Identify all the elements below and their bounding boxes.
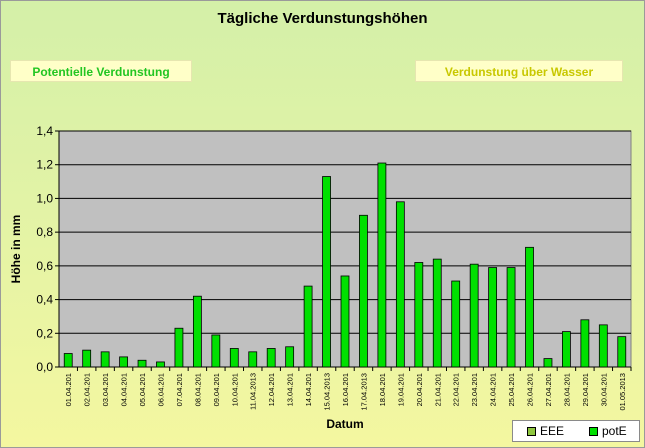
x-tick-label: 08.04.201: [193, 373, 202, 406]
bar: [266, 348, 276, 368]
y-tick-label: 1,0: [36, 191, 53, 205]
bar: [229, 348, 239, 368]
bar: [192, 295, 202, 368]
bar: [414, 262, 424, 368]
y-tick-label: 1,2: [36, 158, 53, 172]
x-tick-label: 05.04.201: [138, 373, 147, 406]
x-tick-label: 01.05.2013: [618, 373, 627, 411]
legend-item-pote: potE: [589, 424, 627, 438]
bar: [285, 346, 295, 368]
bar: [562, 331, 571, 368]
x-tick-label: 10.04.201: [230, 373, 239, 406]
bar: [100, 351, 110, 368]
x-tick-label: 24.04.201: [489, 373, 498, 406]
x-axis-label: Datum: [326, 417, 363, 431]
bar: [377, 162, 387, 368]
x-tick-label: 28.04.201: [562, 373, 571, 406]
x-tick-label: 01.04.201: [64, 373, 73, 406]
bar: [156, 361, 165, 368]
y-tick-label: 1,4: [36, 124, 53, 138]
bar: [303, 285, 313, 368]
legend: EEE potE: [512, 420, 640, 442]
bar: [488, 267, 498, 368]
x-tick-label: 11.04.2013: [249, 373, 258, 410]
y-tick-label: 0,6: [36, 259, 53, 273]
chart-title: Tägliche Verdunstungshöhen: [217, 10, 428, 27]
bar: [580, 319, 590, 368]
x-tick-label: 03.04.201: [101, 373, 110, 406]
x-tick-label: 16.04.201: [341, 373, 350, 406]
bar: [395, 201, 405, 368]
legend-item-eee: EEE: [527, 424, 564, 438]
bar: [82, 349, 92, 368]
bar: [63, 353, 73, 368]
bar: [506, 267, 516, 368]
x-tick-label: 18.04.201: [378, 373, 387, 406]
bar: [137, 359, 147, 368]
y-tick-label: 0,4: [36, 293, 53, 307]
x-tick-label: 27.04.201: [544, 373, 553, 406]
x-tick-label: 29.04.201: [581, 373, 590, 406]
x-tick-label: 04.04.201: [120, 373, 129, 406]
bar: [432, 258, 442, 368]
bar: [617, 336, 627, 368]
legend-label-pote: potE: [602, 424, 627, 438]
x-tick-label: 12.04.201: [267, 373, 276, 406]
bar: [525, 246, 534, 368]
y-axis-label: Höhe in mm: [9, 215, 23, 284]
x-tick-label: 22.04.201: [452, 373, 461, 406]
x-tick-label: 17.04.2013: [359, 373, 368, 411]
x-tick-label: 21.04.201: [433, 373, 442, 406]
x-tick-label: 25.04.201: [507, 373, 516, 406]
x-tick-label: 09.04.201: [212, 373, 221, 406]
potentielle-verdunstung-button[interactable]: Potentielle Verdunstung: [10, 60, 192, 82]
y-tick-label: 0,8: [36, 225, 53, 239]
x-tick-label: 26.04.201: [526, 373, 535, 406]
x-tick-label: 07.04.201: [175, 373, 184, 406]
bar: [211, 334, 221, 368]
bar: [322, 176, 331, 368]
y-tick-label: 0,0: [36, 360, 53, 374]
bar: [119, 356, 128, 368]
bar: [451, 280, 461, 368]
legend-label-eee: EEE: [540, 424, 565, 438]
bar: [598, 324, 608, 368]
x-tick-label: 14.04.201: [304, 373, 313, 406]
x-tick-label: 02.04.201: [83, 373, 92, 406]
legend-swatch-eee: [527, 426, 536, 436]
bar: [543, 358, 553, 368]
legend-swatch-pote: [589, 426, 598, 436]
y-tick-label: 0,2: [36, 326, 53, 340]
bar: [359, 214, 368, 368]
bar: [248, 351, 258, 368]
x-tick-label: 23.04.201: [470, 373, 479, 406]
x-tick-label: 06.04.201: [156, 373, 165, 406]
x-tick-label: 19.04.201: [396, 373, 405, 406]
x-tick-label: 20.04.201: [415, 373, 424, 406]
x-tick-label: 30.04.201: [599, 373, 608, 406]
x-tick-label: 13.04.201: [286, 373, 295, 406]
bar: [174, 327, 184, 368]
verdunstung-ueber-wasser-button[interactable]: Verdunstung über Wasser: [415, 60, 623, 82]
x-tick-label: 15.04.2013: [323, 373, 332, 411]
bar: [469, 263, 479, 368]
bar: [340, 275, 350, 368]
